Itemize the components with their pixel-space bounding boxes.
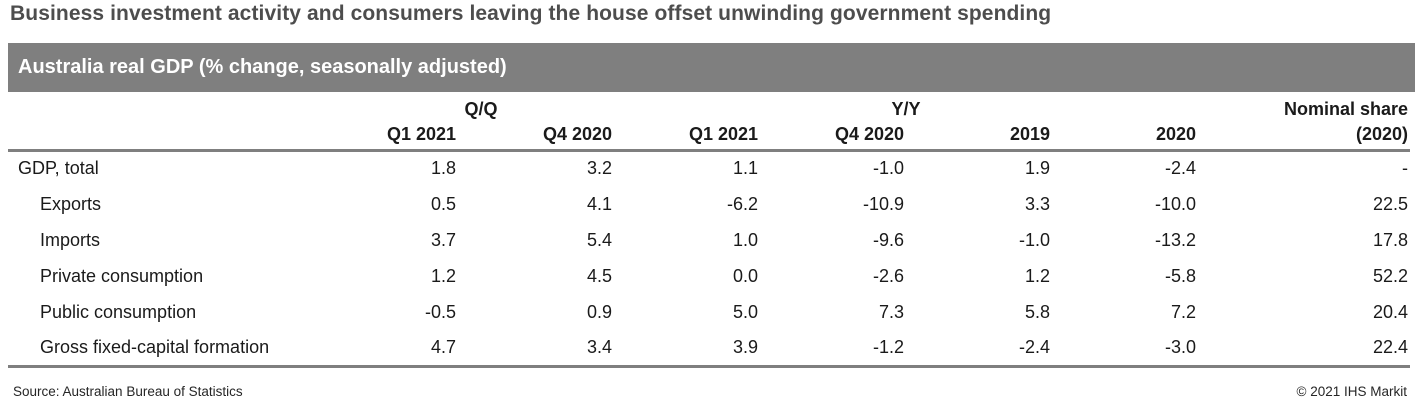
table-row: GDP, total 1.8 3.2 1.1 -1.0 1.9 -2.4 - bbox=[8, 150, 1410, 186]
cell: 22.4 bbox=[1372, 336, 1409, 357]
cell: -2.4 bbox=[1165, 158, 1197, 179]
cell: 3.3 bbox=[1024, 193, 1051, 214]
group-header-qq: Q/Q bbox=[464, 99, 498, 119]
cell: -1.0 bbox=[872, 158, 905, 179]
table-row: Imports 3.7 5.4 1.0 -9.6 -1.0 -13.2 17.8 bbox=[8, 222, 1410, 258]
cell: -9.6 bbox=[872, 229, 905, 250]
cell: 0.5 bbox=[430, 193, 456, 214]
cell: 1.2 bbox=[430, 265, 456, 286]
cell: -10.9 bbox=[862, 193, 905, 214]
header-spacer bbox=[8, 123, 348, 150]
column-header: (2020) bbox=[1356, 124, 1409, 145]
row-label: GDP, total bbox=[18, 158, 99, 179]
cell: -13.2 bbox=[1155, 229, 1197, 250]
column-group-row: Q/Q Y/Y Nominal share bbox=[8, 96, 1410, 123]
cell: 1.2 bbox=[1024, 265, 1051, 286]
row-label: Imports bbox=[40, 229, 101, 250]
cell: 5.0 bbox=[732, 301, 759, 322]
page-title: Business investment activity and consume… bbox=[10, 2, 1052, 25]
cell: 5.4 bbox=[586, 229, 613, 250]
column-header: Q1 2021 bbox=[688, 124, 759, 145]
cell: 17.8 bbox=[1372, 229, 1409, 250]
cell: -6.2 bbox=[726, 193, 759, 214]
cell: 3.7 bbox=[430, 229, 456, 250]
column-header: Q4 2020 bbox=[542, 124, 613, 145]
row-label: Gross fixed-capital formation bbox=[40, 336, 270, 357]
group-spacer bbox=[8, 96, 348, 123]
column-header: Q4 2020 bbox=[834, 124, 905, 145]
cell: 7.3 bbox=[878, 301, 905, 322]
copyright-note: © 2021 IHS Markit bbox=[1296, 384, 1408, 399]
source-note: Source: Australian Bureau of Statistics bbox=[13, 384, 243, 399]
cell: 1.0 bbox=[732, 229, 759, 250]
row-label: Public consumption bbox=[40, 301, 197, 322]
cell: 1.8 bbox=[430, 158, 456, 179]
cell: - bbox=[1402, 158, 1409, 179]
cell: 1.9 bbox=[1024, 158, 1051, 179]
cell: -10.0 bbox=[1155, 193, 1197, 214]
cell: 4.7 bbox=[430, 336, 456, 357]
cell: 0.0 bbox=[732, 265, 759, 286]
cell: 3.9 bbox=[732, 336, 759, 357]
table-row: Exports 0.5 4.1 -6.2 -10.9 3.3 -10.0 22.… bbox=[8, 186, 1410, 222]
cell: -2.4 bbox=[1018, 336, 1051, 357]
cell: 1.1 bbox=[732, 158, 759, 179]
column-header: 2020 bbox=[1155, 124, 1197, 145]
cell: -1.0 bbox=[1018, 229, 1051, 250]
table-row: Gross fixed-capital formation 4.7 3.4 3.… bbox=[8, 330, 1410, 366]
table-row: Public consumption -0.5 0.9 5.0 7.3 5.8 … bbox=[8, 294, 1410, 330]
column-header: 2019 bbox=[1009, 124, 1051, 145]
cell: 0.9 bbox=[586, 301, 613, 322]
table-header-bar: Australia real GDP (% change, seasonally… bbox=[8, 43, 1415, 92]
column-header: Q1 2021 bbox=[386, 124, 456, 145]
cell: 7.2 bbox=[1171, 301, 1197, 322]
cell: -3.0 bbox=[1165, 336, 1197, 357]
cell: 3.4 bbox=[586, 336, 613, 357]
table-row: Private consumption 1.2 4.5 0.0 -2.6 1.2… bbox=[8, 258, 1410, 294]
cell: -5.8 bbox=[1165, 265, 1197, 286]
table-head: Q/Q Y/Y Nominal share Q1 2021 Q4 2020 Q1… bbox=[8, 96, 1411, 150]
cell: 20.4 bbox=[1372, 301, 1409, 322]
cell: 22.5 bbox=[1372, 193, 1409, 214]
cell: -1.2 bbox=[872, 336, 905, 357]
cell: 5.8 bbox=[1024, 301, 1051, 322]
table-body: GDP, total 1.8 3.2 1.1 -1.0 1.9 -2.4 - E… bbox=[8, 150, 1411, 366]
cell: 4.1 bbox=[586, 193, 613, 214]
group-header-yy: Y/Y bbox=[891, 99, 921, 119]
cell: 3.2 bbox=[586, 158, 613, 179]
row-label: Exports bbox=[40, 193, 102, 214]
cell: -2.6 bbox=[872, 265, 905, 286]
column-header-row: Q1 2021 Q4 2020 Q1 2021 Q4 2020 2019 202… bbox=[8, 123, 1411, 150]
cell: 4.5 bbox=[586, 265, 613, 286]
cell: 52.2 bbox=[1372, 265, 1409, 286]
cell: -0.5 bbox=[424, 301, 456, 322]
gdp-table: Q/Q Y/Y Nominal share Q1 2021 Q4 2020 Q1… bbox=[8, 96, 1411, 368]
group-header-nominal-share: Nominal share bbox=[1283, 99, 1409, 119]
row-label: Private consumption bbox=[40, 265, 204, 286]
